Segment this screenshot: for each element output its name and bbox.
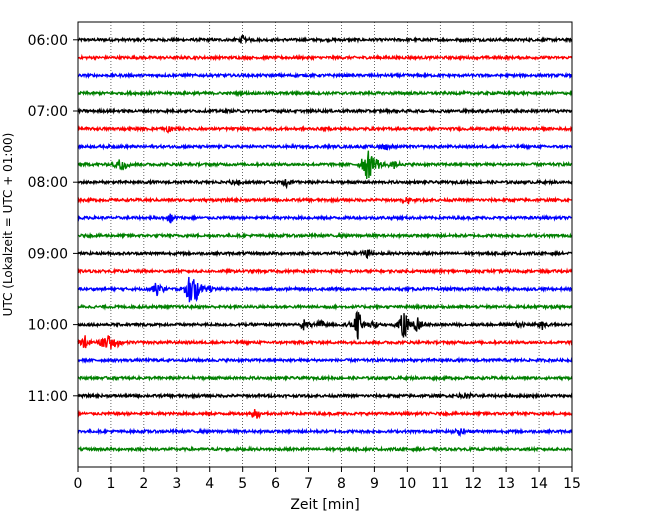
x-tick-label: 13 <box>497 476 515 492</box>
trace-1100 <box>77 391 573 401</box>
trace-1015 <box>77 335 573 350</box>
trace-1030 <box>77 356 573 364</box>
trace-0930 <box>77 276 573 303</box>
trace-0830 <box>77 213 573 224</box>
trace-0615 <box>77 53 573 62</box>
y-axis: 06:00 07:00 08:00 09:00 10:00 11:00 <box>28 33 78 405</box>
trace-0945 <box>77 302 573 311</box>
trace-0745 <box>77 150 573 179</box>
y-tick-label: 11:00 <box>28 389 68 405</box>
x-axis: 0 1 2 3 4 5 6 7 8 9 10 11 12 13 14 15 <box>74 467 581 492</box>
trace-1130 <box>77 427 573 438</box>
x-tick-label: 3 <box>172 476 181 492</box>
trace-0815 <box>77 196 573 205</box>
plot-frame <box>77 21 573 468</box>
x-tick-label: 8 <box>337 476 346 492</box>
trace-1145 <box>77 445 573 454</box>
y-axis-label: UTC (Lokalzeit = UTC + 01:00) <box>1 133 15 317</box>
trace-0715 <box>77 124 573 134</box>
trace-0845 <box>77 231 573 240</box>
trace-0730 <box>77 142 573 151</box>
x-tick-label: 5 <box>238 476 247 492</box>
x-tick-label: 11 <box>431 476 449 492</box>
vertical-grid <box>110 22 540 467</box>
x-tick-label: 7 <box>304 476 313 492</box>
x-axis-label: Zeit [min] <box>290 497 359 513</box>
y-tick-label: 08:00 <box>28 175 68 191</box>
x-tick-label: 14 <box>530 476 548 492</box>
x-tick-label: 0 <box>74 476 83 492</box>
x-tick-label: 4 <box>205 476 214 492</box>
y-tick-label: 10:00 <box>28 318 68 334</box>
seismic-traces <box>77 34 573 454</box>
trace-0700 <box>77 106 573 115</box>
x-tick-label: 15 <box>563 476 581 492</box>
trace-0800 <box>77 178 573 190</box>
trace-1000 <box>77 310 573 340</box>
trace-0630 <box>77 71 573 80</box>
y-tick-label: 07:00 <box>28 104 68 120</box>
x-tick-label: 6 <box>271 476 280 492</box>
trace-0900 <box>77 249 573 260</box>
x-tick-label: 2 <box>139 476 148 492</box>
y-tick-label: 06:00 <box>28 33 68 49</box>
y-tick-label: 09:00 <box>28 246 68 262</box>
trace-0645 <box>77 89 573 98</box>
x-tick-label: 1 <box>106 476 115 492</box>
trace-1045 <box>77 373 573 383</box>
x-tick-label: 12 <box>464 476 482 492</box>
trace-0915 <box>77 267 573 276</box>
x-tick-label: 10 <box>398 476 416 492</box>
trace-0600 <box>77 34 573 44</box>
x-tick-label: 9 <box>370 476 379 492</box>
trace-1115 <box>77 409 573 420</box>
